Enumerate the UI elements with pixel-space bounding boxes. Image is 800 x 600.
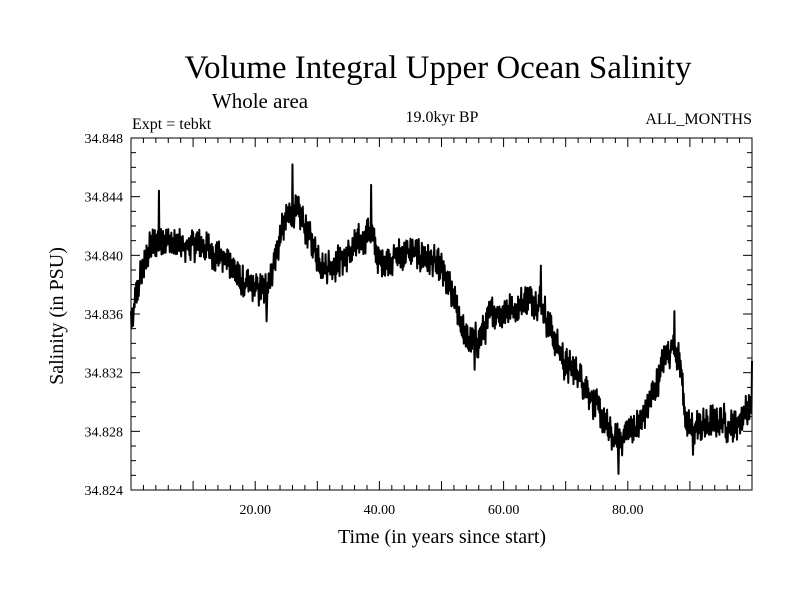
experiment-label: Expt = tebkt bbox=[132, 116, 212, 133]
chart-subtitle: Whole area bbox=[212, 89, 309, 113]
x-tick-label: 40.00 bbox=[364, 503, 396, 518]
salinity-series-line bbox=[130, 163, 753, 475]
x-tick-label: 80.00 bbox=[612, 503, 644, 518]
y-tick-label: 34.848 bbox=[85, 132, 124, 147]
plot-frame bbox=[130, 137, 753, 491]
y-tick-label: 34.828 bbox=[85, 425, 124, 440]
x-tick-label: 60.00 bbox=[488, 503, 520, 518]
chart-title: Volume Integral Upper Ocean Salinity bbox=[184, 50, 692, 86]
y-tick-label: 34.832 bbox=[85, 367, 124, 382]
x-axis: 20.00 40.00 60.00 80.00 bbox=[142, 138, 741, 518]
plot-area: 20.00 40.00 60.00 80.00 34.82434.82834.8323… bbox=[85, 132, 753, 518]
y-tick-label: 34.836 bbox=[85, 308, 124, 323]
x-axis-label: Time (in years since start) bbox=[338, 526, 546, 548]
y-tick-label: 34.840 bbox=[85, 249, 124, 264]
y-tick-label: 34.844 bbox=[85, 191, 124, 206]
y-tick-label: 34.824 bbox=[85, 484, 124, 499]
x-tick-label: 20.00 bbox=[239, 503, 271, 518]
y-axis: 34.824 34.828 34.832 34.836 34.840 34.844 34.8… bbox=[85, 132, 752, 499]
y-axis-label: Salinity (in PSU) bbox=[46, 247, 68, 385]
period-label: 19.0kyr BP bbox=[406, 109, 479, 126]
months-label: ALL_MONTHS bbox=[645, 111, 752, 128]
